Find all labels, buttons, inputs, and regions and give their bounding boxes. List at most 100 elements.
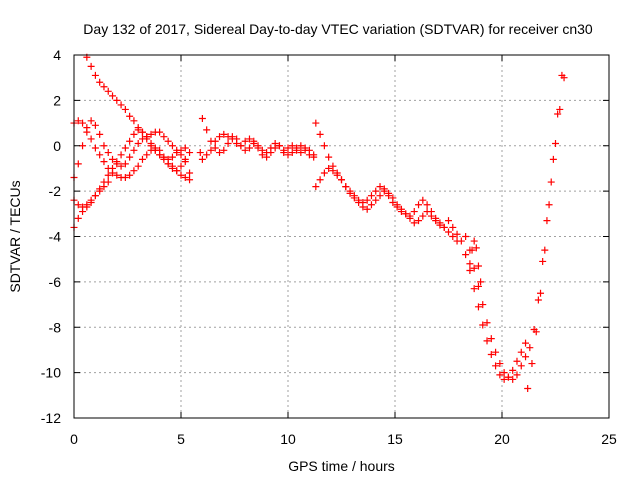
data-point xyxy=(250,137,258,145)
data-point xyxy=(168,162,176,170)
data-point xyxy=(415,217,423,225)
data-point xyxy=(83,124,91,132)
data-point xyxy=(457,237,465,245)
series-track-k xyxy=(462,74,568,383)
data-point xyxy=(254,142,262,150)
data-point xyxy=(87,135,95,143)
data-point xyxy=(147,130,155,138)
data-point xyxy=(224,139,232,147)
data-point xyxy=(233,139,241,147)
data-point xyxy=(104,178,112,186)
data-point xyxy=(160,153,168,161)
data-point xyxy=(470,264,478,272)
data-point xyxy=(423,201,431,209)
series-track-d xyxy=(83,53,189,163)
data-point xyxy=(288,142,296,150)
data-point xyxy=(522,339,530,347)
data-point xyxy=(472,244,480,252)
x-tick-label: 0 xyxy=(70,431,78,447)
series-track-h xyxy=(312,119,448,231)
data-point xyxy=(410,219,418,227)
data-point xyxy=(350,194,358,202)
data-point xyxy=(492,362,500,370)
y-tick-label: 4 xyxy=(53,47,61,63)
data-point xyxy=(517,348,525,356)
data-point xyxy=(79,203,87,211)
data-point xyxy=(241,137,249,145)
data-point xyxy=(549,155,557,163)
data-point xyxy=(496,360,504,368)
data-markers xyxy=(70,53,568,393)
data-point xyxy=(173,167,181,175)
data-point xyxy=(528,360,536,368)
data-point xyxy=(134,139,142,147)
data-point xyxy=(372,187,380,195)
y-tick-label: -10 xyxy=(41,365,61,381)
data-point xyxy=(134,124,142,132)
data-point xyxy=(513,371,521,379)
data-point xyxy=(445,217,452,225)
data-point xyxy=(333,171,341,179)
data-point xyxy=(397,205,405,213)
data-point xyxy=(104,171,112,179)
data-point xyxy=(91,192,99,200)
data-point xyxy=(228,135,236,143)
data-point xyxy=(517,362,525,370)
data-point xyxy=(109,164,117,172)
data-point xyxy=(100,83,108,91)
y-axis-label: SDTVAR / TECUs xyxy=(7,180,23,292)
data-point xyxy=(241,146,249,154)
data-point xyxy=(513,357,521,365)
data-point xyxy=(245,135,253,143)
data-point xyxy=(526,344,534,352)
data-point xyxy=(552,139,559,147)
data-point xyxy=(509,366,517,374)
data-point xyxy=(363,196,371,204)
data-point xyxy=(79,119,87,127)
data-point xyxy=(500,375,508,383)
data-point xyxy=(487,335,495,343)
data-point xyxy=(325,153,333,161)
data-point xyxy=(537,289,545,297)
data-point xyxy=(487,350,495,358)
data-point xyxy=(316,176,324,184)
data-point xyxy=(74,201,82,209)
data-point xyxy=(359,203,367,211)
data-point xyxy=(320,142,328,150)
data-point xyxy=(338,176,345,184)
grid-lines xyxy=(74,55,609,418)
data-point xyxy=(96,130,104,138)
data-point xyxy=(558,71,566,79)
series-track-g xyxy=(198,130,318,163)
data-point xyxy=(211,137,219,145)
data-point xyxy=(207,146,215,154)
data-point xyxy=(203,126,211,134)
data-point xyxy=(342,183,350,191)
data-point xyxy=(329,167,337,175)
data-point xyxy=(372,196,380,204)
data-point xyxy=(355,198,363,206)
data-point xyxy=(288,149,296,157)
data-point xyxy=(109,155,117,163)
series-track-i xyxy=(312,164,461,245)
data-point xyxy=(316,130,324,138)
data-point xyxy=(297,142,305,150)
x-tick-label: 5 xyxy=(177,431,185,447)
data-point xyxy=(147,142,155,150)
data-point xyxy=(453,230,461,238)
y-tick-label: 0 xyxy=(53,138,61,154)
data-point xyxy=(547,178,555,186)
data-point xyxy=(177,171,185,179)
data-point xyxy=(130,146,138,154)
data-point xyxy=(74,117,82,125)
data-point xyxy=(245,144,253,152)
data-point xyxy=(121,144,129,152)
x-tick-label: 25 xyxy=(601,431,617,447)
data-point xyxy=(216,133,224,141)
data-point xyxy=(74,214,82,222)
x-axis-label: GPS time / hours xyxy=(288,458,395,474)
data-point xyxy=(504,373,512,381)
data-point xyxy=(87,62,95,70)
data-point xyxy=(96,78,104,86)
